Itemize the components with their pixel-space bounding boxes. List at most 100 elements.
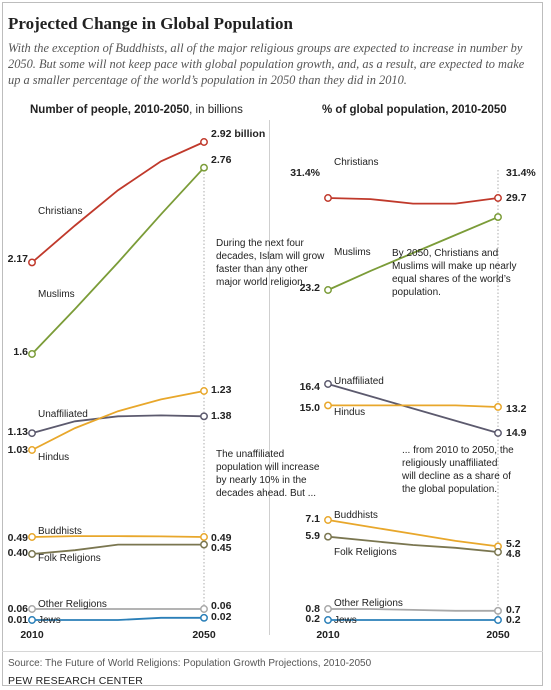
start-value-label-unaffiliated-1: 16.4 (300, 381, 321, 393)
end-marker-folk-religions-1 (494, 548, 502, 556)
start-value-label-hindus-0: 1.03 (8, 444, 29, 456)
end-value-label-other-religions-0: 0.06 (211, 600, 232, 612)
series-line-christians-0 (31, 141, 205, 264)
series-line-hindus-0 (31, 390, 205, 451)
x-tick-label-2010-1: 2010 (316, 629, 340, 641)
end-marker-christians-0 (200, 138, 208, 146)
start-value-label-muslims-1: 23.2 (300, 282, 321, 294)
end-value-label-jews-1: 0.2 (506, 614, 521, 626)
end-marker-muslims-1 (494, 213, 502, 222)
right-panel-title: % of global population, 2010-2050 (322, 104, 507, 116)
end-value-label-muslims-0: 2.76 (211, 154, 232, 166)
annotation-text-1-1: ... from 2010 to 2050, the religiously un… (401, 445, 514, 495)
x-tick-label-2050-1: 2050 (486, 629, 510, 641)
end-value-label-muslims-1: 29.7 (506, 192, 527, 204)
end-marker-other-religions-0 (200, 605, 208, 613)
start-value-label-muslims-0: 1.6 (13, 346, 28, 358)
series-name-jews-0: Jews (38, 615, 61, 626)
start-marker-other-religions-1 (324, 605, 332, 613)
end-value-label-unaffiliated-1: 13.2 (506, 403, 527, 415)
series-line-muslims-1 (327, 216, 499, 291)
start-value-label-jews-0: 0.01 (8, 614, 29, 626)
start-marker-unaffiliated-1 (324, 380, 332, 388)
end-value-label-christians-0: 2.92 billion (211, 128, 265, 140)
start-value-label-christians-0: 2.17 (8, 253, 29, 265)
end-value-label-hindus-1: 14.9 (506, 427, 527, 439)
series-name-buddhists-1: Buddhists (334, 510, 378, 521)
start-value-label-other-religions-0: 0.06 (8, 603, 29, 615)
series-name-folk-religions-1: Folk Religions (334, 547, 397, 558)
end-value-label-christians-1: 31.4% (506, 167, 536, 179)
end-marker-buddhists-0 (200, 533, 208, 541)
end-value-label-buddhists-1: 5.2 (506, 538, 521, 550)
end-value-label-other-religions-1: 0.7 (506, 604, 521, 616)
start-value-label-christians-1: 31.4% (290, 167, 320, 179)
start-marker-jews-1 (324, 616, 332, 624)
series-line-jews-0 (32, 616, 204, 621)
left-panel-title: Number of people, 2010-2050, in billions (30, 104, 243, 116)
series-line-christians-1 (327, 197, 499, 205)
page-subtitle: With the exception of Buddhists, all of … (8, 41, 525, 87)
series-line-unaffiliated-0 (31, 414, 205, 434)
start-marker-other-religions-0 (28, 605, 36, 613)
start-value-label-other-religions-1: 0.8 (305, 603, 320, 615)
left-panel-title-suffix: , in billions (189, 104, 243, 116)
start-marker-christians-0 (28, 258, 36, 267)
series-line-buddhists-1 (327, 519, 499, 548)
start-marker-muslims-0 (28, 350, 36, 358)
end-marker-unaffiliated-1 (494, 429, 502, 437)
x-tick-label-2050-0: 2050 (192, 629, 216, 641)
end-value-label-folk-religions-0: 0.45 (211, 542, 232, 554)
series-name-muslims-1: Muslims (334, 247, 371, 258)
series-name-hindus-0: Hindus (38, 452, 69, 463)
series-name-hindus-1: Hindus (334, 407, 365, 418)
series-name-buddhists-0: Buddhists (38, 526, 82, 537)
source-note: Source: The Future of World Religions: P… (8, 658, 372, 669)
series-name-christians-1: Christians (334, 157, 378, 168)
footer-divider (2, 651, 543, 652)
figure-frame (2, 2, 543, 686)
page-title: Projected Change in Global Population (8, 14, 293, 33)
annotation-text-0-1: The unaffiliated population will increase… (216, 449, 320, 499)
start-value-label-hindus-1: 15.0 (300, 402, 321, 414)
start-marker-christians-1 (324, 194, 332, 202)
series-line-other-religions-1 (328, 608, 498, 612)
series-name-other-religions-1: Other Religions (334, 598, 403, 609)
end-marker-christians-1 (494, 194, 502, 202)
end-marker-hindus-1 (494, 403, 502, 411)
start-marker-hindus-0 (28, 446, 36, 454)
end-value-label-jews-0: 0.02 (211, 611, 232, 623)
organization-name: PEW RESEARCH CENTER (8, 675, 144, 687)
end-value-label-unaffiliated-0: 1.23 (211, 384, 232, 396)
start-value-label-jews-1: 0.2 (305, 613, 320, 625)
start-marker-hindus-1 (324, 401, 332, 410)
panel-divider (269, 120, 270, 635)
series-line-unaffiliated-1 (327, 383, 499, 434)
start-marker-buddhists-1 (324, 516, 332, 524)
series-name-unaffiliated-0: Unaffiliated (38, 409, 88, 420)
start-marker-folk-religions-1 (324, 532, 332, 541)
start-marker-jews-0 (28, 616, 36, 624)
series-line-folk-religions-0 (31, 543, 204, 555)
end-marker-other-religions-1 (494, 606, 502, 615)
series-name-jews-1: Jews (334, 615, 357, 626)
start-value-label-folk-religions-0: 0.40 (8, 547, 29, 559)
series-line-folk-religions-1 (327, 535, 499, 553)
annotation-text-1-0: By 2050, Christians and Muslims will make… (392, 248, 516, 298)
series-line-hindus-1 (328, 404, 499, 408)
end-value-label-buddhists-0: 0.49 (211, 532, 232, 544)
start-marker-muslims-1 (324, 286, 332, 294)
start-value-label-buddhists-1: 7.1 (305, 513, 320, 525)
series-line-buddhists-0 (31, 535, 205, 538)
series-line-muslims-0 (31, 167, 205, 355)
start-value-label-unaffiliated-0: 1.13 (8, 426, 29, 438)
end-marker-jews-0 (200, 613, 208, 622)
series-name-christians-0: Christians (38, 206, 82, 217)
end-value-label-hindus-0: 1.38 (211, 410, 232, 422)
series-name-muslims-0: Muslims (38, 289, 75, 300)
start-value-label-buddhists-0: 0.49 (8, 532, 29, 544)
end-marker-jews-1 (494, 616, 502, 624)
end-marker-muslims-0 (200, 163, 208, 172)
start-marker-buddhists-0 (28, 533, 36, 541)
